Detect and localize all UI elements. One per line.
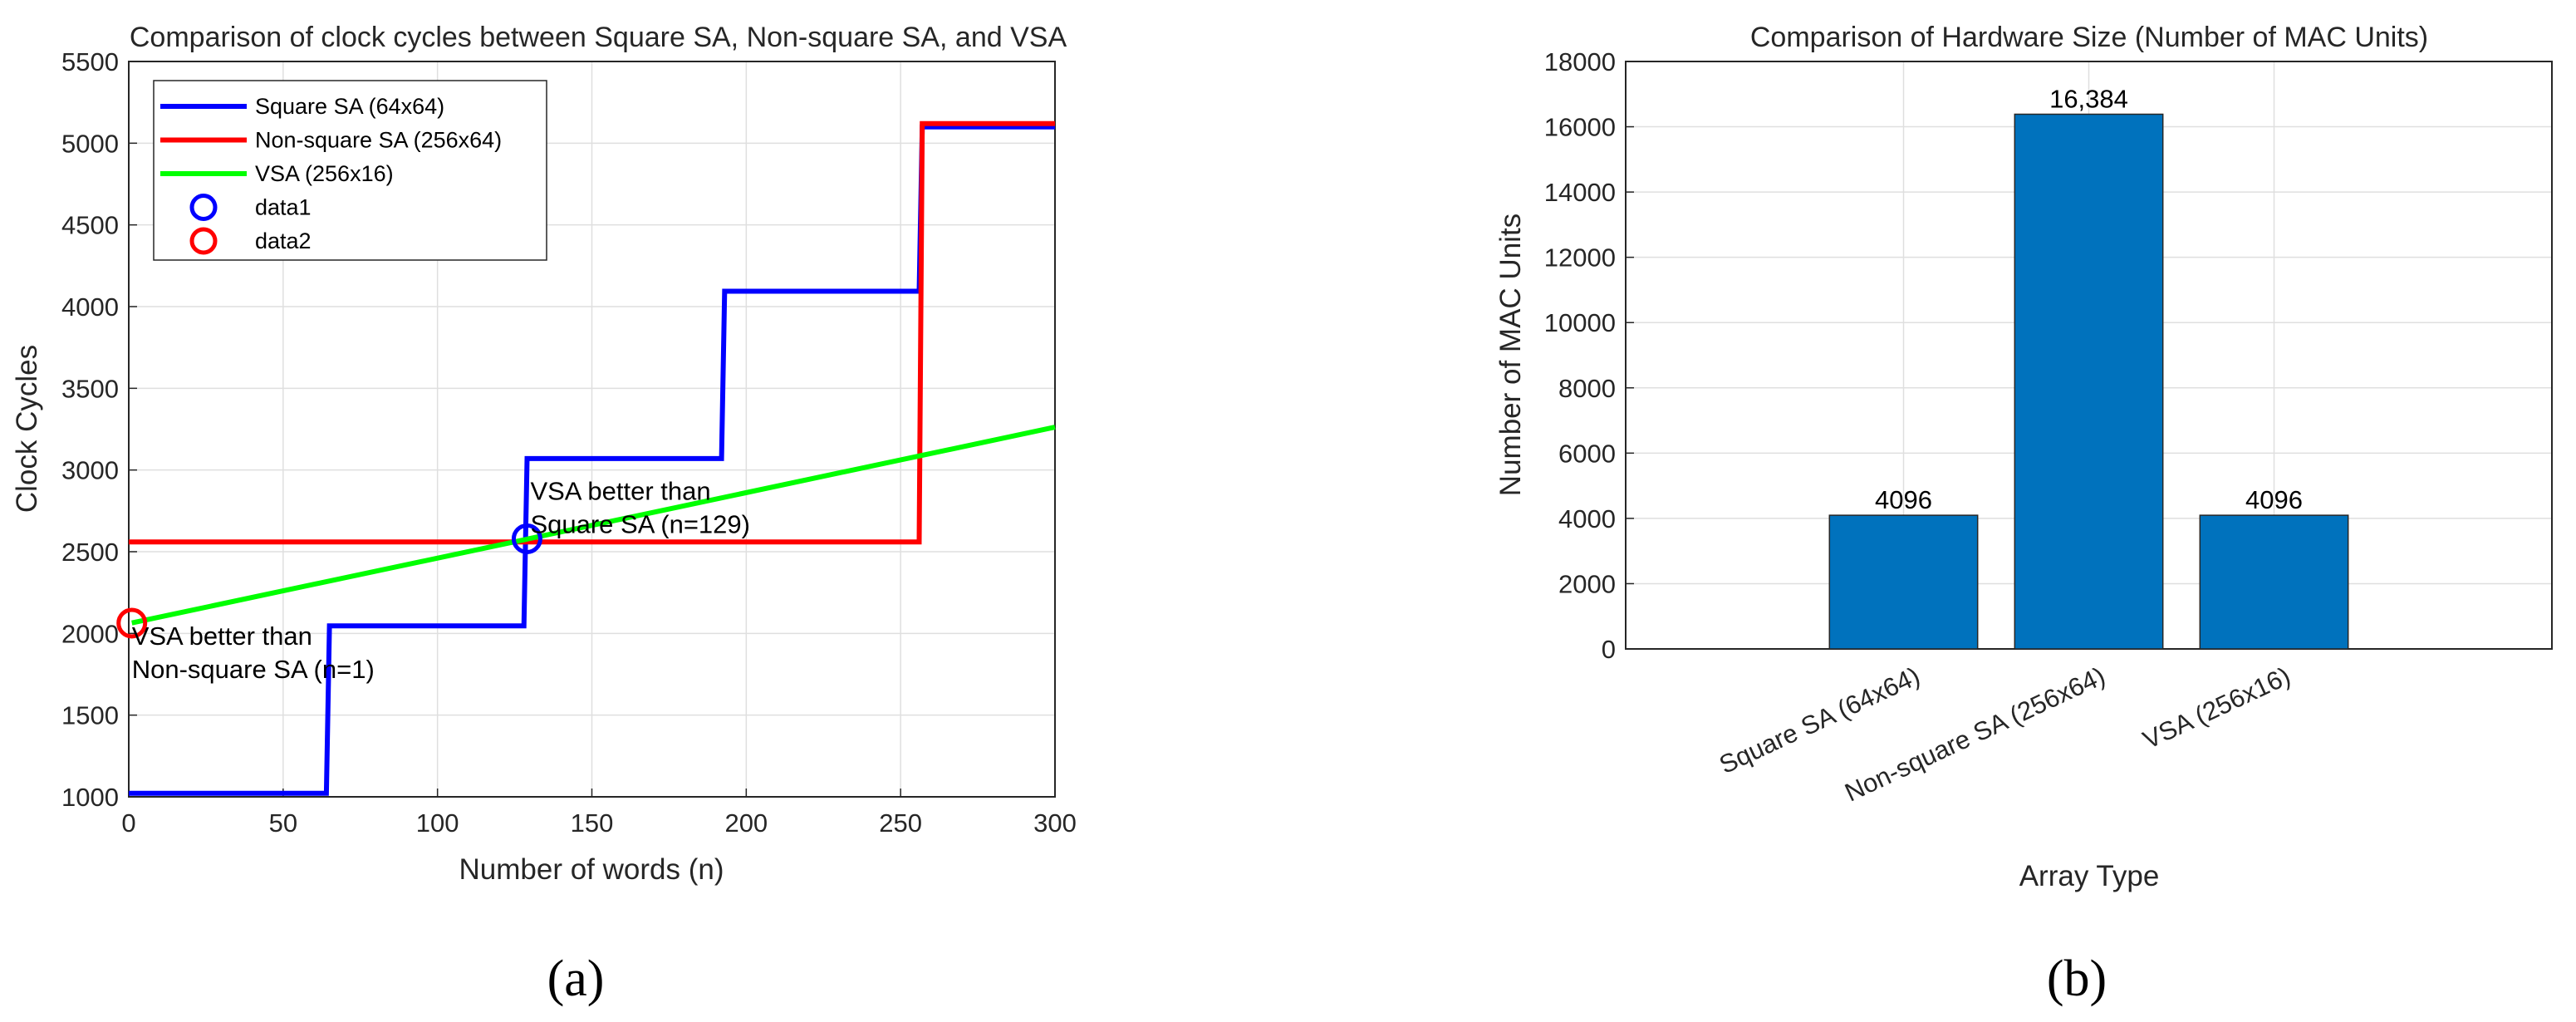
chart-b-bar-vsa-256x16 xyxy=(2199,514,2349,650)
chart-b-data-label: 4096 xyxy=(1875,485,1932,514)
chart-a-legend-label: Non-square SA (256x64) xyxy=(255,128,502,153)
chart-a-y-tick-labels: 1000 1500 2000 2500 3000 3500 4000 4500 5000 5500 xyxy=(61,47,119,812)
chart-a-x-tick-labels: 0 50 100 150 200 250 300 xyxy=(121,808,1076,838)
chart-a-legend: Square SA (64x64) Non-square SA (256x64) V… xyxy=(153,80,547,261)
chart-a-annotation-text: Square SA (n=129) xyxy=(530,509,750,538)
chart-a-grid xyxy=(128,61,1056,798)
chart-b-y-tick-label: 4000 xyxy=(1558,504,1616,533)
chart-a-y-tick-label: 3000 xyxy=(61,456,119,485)
chart-b-y-tick-label: 16000 xyxy=(1544,113,1616,142)
chart-a-legend-label: VSA (256x16) xyxy=(255,161,394,186)
chart-a-marker-data2 xyxy=(116,607,148,639)
chart-b-y-tick-label: 18000 xyxy=(1544,47,1616,76)
chart-a-annotations: VSA better than Square SA (n=129) VSA bett… xyxy=(132,476,750,683)
chart-b-x-axis-label: Array Type xyxy=(2019,860,2160,892)
chart-a-legend-label: data1 xyxy=(255,195,312,220)
chart-a-annotation-text: VSA better than xyxy=(132,622,312,651)
chart-a-legend-label: data2 xyxy=(255,228,312,253)
chart-a-series xyxy=(116,120,1056,796)
chart-b-bar-square-sa-64x64 xyxy=(1828,514,1979,650)
chart-a-y-tick-label: 4000 xyxy=(61,292,119,322)
chart-b-y-tick-label: 10000 xyxy=(1544,308,1616,337)
chart-a-y-tick-label: 4500 xyxy=(61,211,119,240)
chart-a-y-tick-label: 5000 xyxy=(61,129,119,158)
chart-a-annotation-text: VSA better than xyxy=(530,476,710,505)
chart-a-y-tick-label: 1500 xyxy=(61,701,119,730)
chart-a-legend-box xyxy=(153,80,547,261)
chart-a-legend-label: Square SA (64x64) xyxy=(255,94,444,119)
chart-b-y-tick-label: 0 xyxy=(1602,635,1616,664)
chart-a-y-tick-label: 3500 xyxy=(61,374,119,403)
chart-b-y-tick-label: 14000 xyxy=(1544,178,1616,207)
chart-a-x-tick-label: 100 xyxy=(416,808,459,838)
chart-b-category-labels: Square SA (64x64)Non-square SA (256x64) V… xyxy=(1715,661,2294,808)
mac-units-bar-chart: Comparison of Hardware Size (Number of M… xyxy=(1494,22,2553,1007)
chart-b-y-tick-label: 2000 xyxy=(1558,569,1616,598)
chart-a-x-tick-label: 250 xyxy=(879,808,922,838)
chart-a-x-tick-label: 300 xyxy=(1033,808,1077,838)
chart-a-y-tick-label: 1000 xyxy=(61,783,119,812)
chart-a-annotation-text: Non-square SA (n=1) xyxy=(132,655,375,684)
chart-a-legend-swatch-data2 xyxy=(189,227,218,255)
chart-a-x-tick-label: 50 xyxy=(269,808,297,838)
panel-b-label: (b) xyxy=(2047,951,2107,1007)
chart-a-marker-data1 xyxy=(511,523,542,554)
chart-a-x-tick-label: 200 xyxy=(724,808,768,838)
chart-b-data-labels: 4096 16,384 4096 xyxy=(1875,84,2303,514)
clock-cycles-line-chart: Comparison of clock cycles between Squar… xyxy=(11,22,1077,1007)
chart-a-line-vsa-256x16 xyxy=(131,425,1056,626)
chart-b-y-axis-label: Number of MAC Units xyxy=(1494,214,1527,496)
chart-b-y-tick-label: 12000 xyxy=(1544,243,1616,273)
chart-a-title: Comparison of clock cycles between Squar… xyxy=(130,22,1067,53)
panel-a-label: (a) xyxy=(547,951,605,1007)
chart-a-x-tick-label: 150 xyxy=(571,808,614,838)
chart-b-y-tick-label: 6000 xyxy=(1558,439,1616,468)
chart-a-y-tick-label: 2500 xyxy=(61,538,119,567)
chart-a-y-tick-label: 5500 xyxy=(61,47,119,76)
chart-b-bars xyxy=(1828,113,2349,650)
chart-b-data-label: 4096 xyxy=(2245,485,2303,514)
chart-b-bar-non-square-sa-256x64 xyxy=(2014,113,2164,650)
chart-b-category-label: VSA (256x16) xyxy=(2138,661,2294,755)
chart-b-data-label: 16,384 xyxy=(2049,84,2128,113)
chart-a-y-tick-label: 2000 xyxy=(61,619,119,648)
chart-b-y-tick-label: 8000 xyxy=(1558,374,1616,403)
chart-b-title: Comparison of Hardware Size (Number of M… xyxy=(1750,22,2428,53)
chart-a-y-axis-label: Clock Cycles xyxy=(11,345,43,513)
chart-a-x-axis-label: Number of words (n) xyxy=(459,853,724,886)
chart-b-y-tick-labels: 0 2000 4000 6000 8000 10000 12000 14000 16000 180… xyxy=(1544,47,1616,664)
chart-a-x-tick-label: 0 xyxy=(121,808,135,838)
chart-a-legend-swatch-data1 xyxy=(189,194,218,221)
